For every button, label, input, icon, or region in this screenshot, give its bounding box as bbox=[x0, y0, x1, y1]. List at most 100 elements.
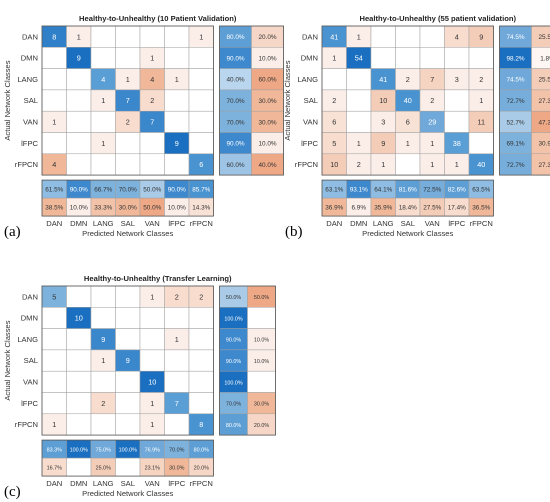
cell-value: 1 bbox=[126, 75, 130, 84]
cell-value: 5 bbox=[52, 292, 56, 301]
cell-value: 40 bbox=[477, 160, 485, 169]
row-tick-label: lFPC bbox=[21, 399, 38, 408]
row-summary-value: 90.0% bbox=[226, 55, 244, 62]
row-tick-label: SAL bbox=[304, 96, 318, 105]
x-tick-label: VAN bbox=[145, 219, 160, 228]
row-tick-label: DMN bbox=[301, 54, 318, 63]
matrix-cell bbox=[115, 413, 141, 436]
row-tick-label: LANG bbox=[17, 335, 38, 344]
matrix-cell bbox=[419, 25, 445, 48]
cell-value: 2 bbox=[175, 292, 179, 301]
cell-value: 41 bbox=[379, 75, 387, 84]
col-summary-value: 76.9% bbox=[145, 448, 160, 454]
cell-value: 1 bbox=[150, 420, 154, 429]
matrix-cell bbox=[346, 110, 372, 133]
row-tick-label: lFPC bbox=[301, 139, 318, 148]
x-tick-label: LANG bbox=[93, 219, 114, 228]
row-summary-value: 98.2% bbox=[506, 55, 524, 62]
matrix-cell bbox=[41, 370, 67, 393]
row-tick-label: rFPCN bbox=[15, 420, 38, 429]
col-summary-value: 61.5% bbox=[45, 187, 63, 194]
cell-value: 2 bbox=[430, 96, 434, 105]
row-summary-value: 10.0% bbox=[258, 55, 276, 62]
row-summary-frame bbox=[219, 285, 276, 436]
cell-value: 1 bbox=[381, 160, 385, 169]
cell-value: 8 bbox=[199, 420, 203, 429]
row-summary-value: 25.5% bbox=[538, 77, 550, 84]
row-summary-value: 1.8% bbox=[540, 55, 550, 62]
col-summary-value: 81.6% bbox=[399, 187, 417, 194]
row-summary-value: 70.0% bbox=[226, 119, 244, 126]
matrix-cell bbox=[188, 132, 214, 155]
matrix-cell bbox=[115, 307, 141, 329]
x-tick-label: DMN bbox=[350, 219, 367, 228]
y-axis-label: Actual Network Classes bbox=[3, 60, 12, 140]
matrix-cell bbox=[321, 68, 347, 91]
x-tick-label: LANG bbox=[373, 219, 394, 228]
row-tick-label: SAL bbox=[24, 96, 38, 105]
row-tick-label: DMN bbox=[21, 314, 38, 323]
row-summary-value: 30.9% bbox=[538, 141, 550, 148]
cell-value: 4 bbox=[455, 32, 459, 41]
matrix-cell bbox=[90, 413, 116, 436]
row-summary-value: 90.0% bbox=[226, 338, 241, 344]
matrix-cell bbox=[66, 349, 92, 372]
matrix-cell bbox=[41, 307, 67, 329]
matrix-cell bbox=[164, 413, 190, 436]
row-tick-label: VAN bbox=[303, 117, 318, 126]
row-summary-value: 90.0% bbox=[226, 141, 244, 148]
matrix-cell bbox=[115, 47, 141, 69]
matrix-cell bbox=[188, 392, 214, 415]
col-summary-value: 10.0% bbox=[70, 205, 88, 212]
cell-value: 4 bbox=[52, 160, 56, 169]
matrix-cell bbox=[188, 110, 214, 133]
row-tick-label: VAN bbox=[23, 117, 38, 126]
y-axis-label: Actual Network Classes bbox=[283, 60, 292, 140]
col-summary-value: 83.3% bbox=[47, 448, 62, 454]
cell-value: 1 bbox=[430, 160, 434, 169]
x-tick-label: lFPC bbox=[168, 479, 185, 488]
cell-value: 7 bbox=[430, 75, 434, 84]
matrix-cell bbox=[139, 328, 165, 351]
col-summary-value: 30.0% bbox=[169, 466, 184, 472]
cell-value: 1 bbox=[479, 96, 483, 105]
col-summary-value: 63.1% bbox=[325, 187, 343, 194]
y-axis-label: Actual Network Classes bbox=[3, 320, 12, 400]
col-summary-value: 100.0% bbox=[119, 448, 137, 454]
cell-value: 10 bbox=[330, 160, 338, 169]
cell-value: 1 bbox=[77, 32, 81, 41]
matrix-cell bbox=[346, 68, 372, 91]
row-summary-frame bbox=[499, 25, 550, 176]
col-summary-value: 85.7% bbox=[192, 187, 210, 194]
matrix-cell bbox=[90, 307, 116, 329]
cell-value: 10 bbox=[148, 377, 156, 386]
matrix-cell bbox=[139, 307, 165, 329]
col-summary-value: 63.5% bbox=[472, 187, 490, 194]
col-summary-value: 27.5% bbox=[423, 205, 441, 212]
matrix-cell bbox=[164, 47, 190, 69]
col-summary-cell bbox=[115, 457, 141, 477]
x-tick-label: rFPCN bbox=[190, 479, 213, 488]
row-summary-value: 80.0% bbox=[226, 34, 244, 41]
cell-value: 1 bbox=[406, 139, 410, 148]
col-summary-frame bbox=[321, 179, 494, 217]
matrix-cell bbox=[66, 110, 92, 133]
row-summary-value: 30.0% bbox=[258, 119, 276, 126]
x-tick-label: lFPC bbox=[448, 219, 465, 228]
cell-value: 9 bbox=[77, 54, 81, 63]
matrix-cell bbox=[395, 153, 421, 176]
row-summary-value: 72.7% bbox=[506, 162, 524, 169]
x-tick-label: DAN bbox=[326, 219, 342, 228]
matrix-cell bbox=[66, 68, 92, 91]
matrix-cell bbox=[41, 392, 67, 415]
matrix-cell bbox=[468, 47, 494, 69]
row-tick-label: DMN bbox=[21, 54, 38, 63]
matrix-cell bbox=[164, 349, 190, 372]
matrix-cell bbox=[164, 25, 190, 48]
cell-value: 1 bbox=[101, 139, 105, 148]
x-tick-label: rFPCN bbox=[190, 219, 213, 228]
matrix-cell bbox=[164, 370, 190, 393]
row-summary-cell bbox=[247, 307, 276, 329]
row-summary-value: 70.0% bbox=[226, 402, 241, 408]
panel-label-a: (a) bbox=[4, 224, 21, 240]
